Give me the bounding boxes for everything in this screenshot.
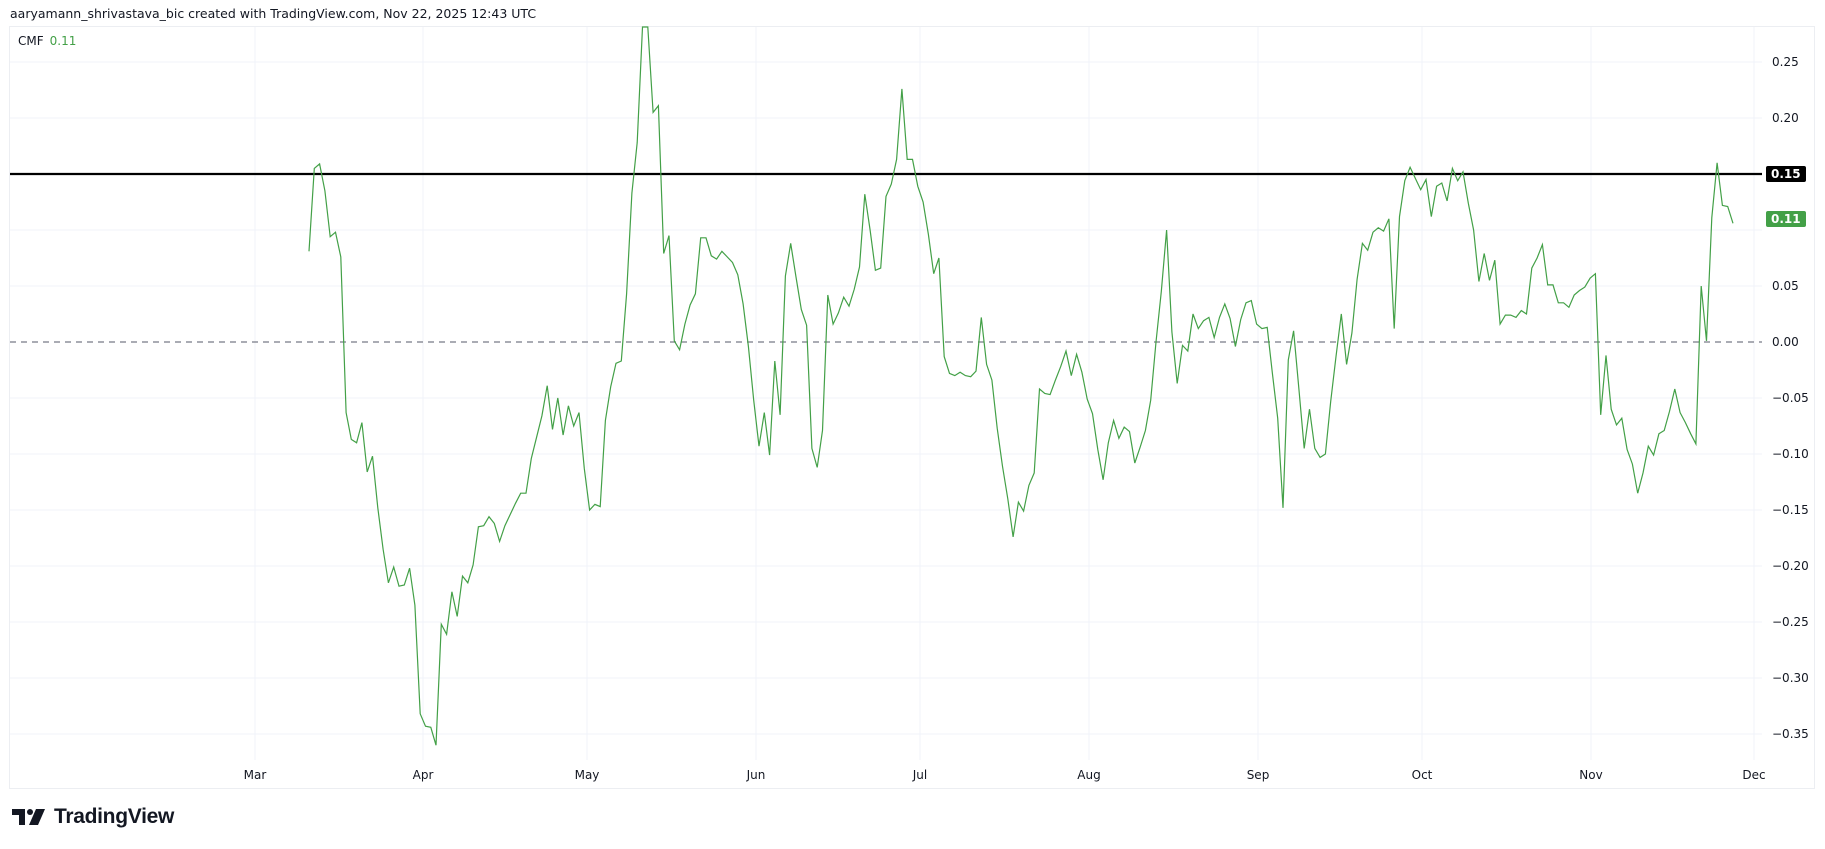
price-tick-label: −0.10 xyxy=(1772,447,1809,461)
price-tick-label: −0.15 xyxy=(1772,503,1809,517)
time-tick-label: May xyxy=(574,768,600,782)
price-tick-label: −0.20 xyxy=(1772,559,1809,573)
indicator-name: CMF xyxy=(18,34,44,48)
time-tick-label: Nov xyxy=(1579,768,1603,782)
time-tick-label: Jul xyxy=(912,768,928,782)
grid-lines xyxy=(10,27,1762,760)
tradingview-logo-icon xyxy=(12,809,45,825)
cmf-line xyxy=(308,26,1734,746)
tradingview-logo: TradingView xyxy=(12,805,174,829)
attribution-text: aaryamann_shrivastava_bic created with T… xyxy=(10,6,537,21)
indicator-legend[interactable]: CMF 0.11 xyxy=(18,34,76,48)
price-tick-label: 0.05 xyxy=(1772,279,1799,293)
time-tick-label: Oct xyxy=(1411,768,1433,782)
price-tick-label: −0.05 xyxy=(1772,391,1809,405)
price-tick-label: −0.35 xyxy=(1772,727,1809,741)
indicator-value: 0.11 xyxy=(49,34,77,48)
time-tick-label: Apr xyxy=(412,768,434,782)
time-tick-label: Aug xyxy=(1077,768,1101,782)
price-tick-label: 0.25 xyxy=(1772,55,1799,69)
tradingview-logo-text: TradingView xyxy=(54,805,175,828)
time-tick-label: Jun xyxy=(746,768,766,782)
price-tick-label: −0.25 xyxy=(1772,615,1809,629)
level-price-badge: 0.15 xyxy=(1766,166,1806,182)
time-tick-label: Sep xyxy=(1246,768,1270,782)
current-value-badge: 0.11 xyxy=(1766,210,1806,227)
chart-frame[interactable] xyxy=(9,26,1815,789)
price-tick-label: 0.20 xyxy=(1772,111,1799,125)
time-tick-label: Dec xyxy=(1742,768,1766,782)
price-tick-label: −0.30 xyxy=(1772,671,1809,685)
price-tick-label: 0.00 xyxy=(1772,335,1799,349)
time-tick-label: Mar xyxy=(243,768,267,782)
